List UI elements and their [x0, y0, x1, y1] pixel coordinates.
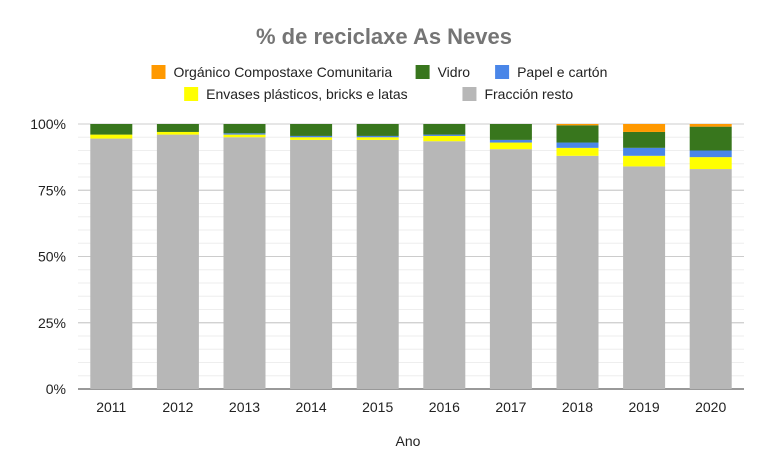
bar-segment: [489, 139, 532, 143]
x-axis-title: Ano: [396, 433, 421, 449]
bar-segment: [90, 124, 133, 135]
bar-segment: [90, 134, 133, 139]
legend-swatch: [151, 65, 166, 79]
bar-segment: [290, 139, 333, 389]
bar-segment: [556, 125, 599, 143]
bar-segment: [290, 124, 333, 136]
bar-segment: [356, 135, 399, 138]
bar-segment: [423, 135, 466, 142]
bar-segment: [623, 155, 666, 167]
bars: [90, 124, 732, 389]
x-axis-ticks: 2011 2012 2013 2014 2015 2016 2017 2018 2019 2020: [96, 399, 726, 415]
legend-swatch: [184, 87, 199, 101]
y-tick-label: 0%: [46, 381, 66, 397]
legend-swatch: [462, 87, 477, 101]
legend-swatch: [495, 65, 510, 79]
bar-segment: [356, 139, 399, 389]
legend: Orgánico Compostaxe Comunitaria Vidro Pape…: [151, 64, 607, 102]
bar-segment: [156, 131, 199, 135]
bar-segment: [423, 134, 466, 136]
legend-label: Vidro: [438, 64, 471, 80]
legend-label: Orgánico Compostaxe Comunitaria: [174, 64, 393, 80]
x-tick-label: 2020: [695, 399, 726, 415]
x-tick-label: 2019: [629, 399, 660, 415]
bar-segment: [623, 166, 666, 389]
y-tick-label: 75%: [38, 182, 66, 198]
bar-segment: [489, 124, 532, 140]
bar-segment: [223, 137, 266, 389]
bar-segment: [223, 134, 266, 138]
x-tick-label: 2014: [296, 399, 327, 415]
bar-segment: [156, 124, 199, 132]
bar-segment: [556, 155, 599, 389]
x-tick-label: 2011: [96, 399, 126, 415]
x-tick-label: 2017: [495, 399, 526, 415]
bar-segment: [423, 141, 466, 389]
x-tick-label: 2013: [229, 399, 260, 415]
bar-segment: [689, 169, 732, 389]
bar-segment: [223, 133, 266, 135]
bar-segment: [689, 157, 732, 170]
bar-segment: [423, 124, 466, 135]
bar-segment: [356, 124, 399, 136]
legend-label: Papel e cartón: [517, 64, 607, 80]
bar-segment: [156, 134, 199, 389]
legend-swatch: [415, 65, 430, 79]
x-tick-label: 2018: [562, 399, 593, 415]
bar-segment: [223, 124, 266, 134]
bar-segment: [623, 124, 666, 132]
bar-segment: [556, 124, 599, 126]
bar-segment: [556, 142, 599, 148]
x-tick-label: 2015: [362, 399, 393, 415]
bar-segment: [489, 142, 532, 150]
y-tick-label: 100%: [30, 116, 66, 132]
chart-title: % de reciclaxe As Neves: [256, 24, 512, 49]
y-axis-ticks: 0% 25% 50% 75% 100%: [30, 116, 66, 397]
bar-segment: [689, 124, 732, 127]
bar-segment: [623, 131, 666, 148]
y-tick-label: 25%: [38, 315, 66, 331]
bar-segment: [556, 147, 599, 156]
bar-segment: [489, 149, 532, 389]
bar-segment: [623, 147, 666, 156]
bar-segment: [290, 137, 333, 140]
x-tick-label: 2016: [429, 399, 460, 415]
bar-segment: [689, 150, 732, 158]
x-tick-label: 2012: [162, 399, 193, 415]
bar-segment: [290, 135, 333, 138]
y-tick-label: 50%: [38, 249, 66, 265]
legend-label: Fracción resto: [484, 86, 573, 102]
bar-segment: [90, 138, 133, 389]
bar-segment: [689, 126, 732, 151]
bar-segment: [356, 137, 399, 140]
legend-label: Envases plásticos, bricks e latas: [206, 86, 408, 102]
